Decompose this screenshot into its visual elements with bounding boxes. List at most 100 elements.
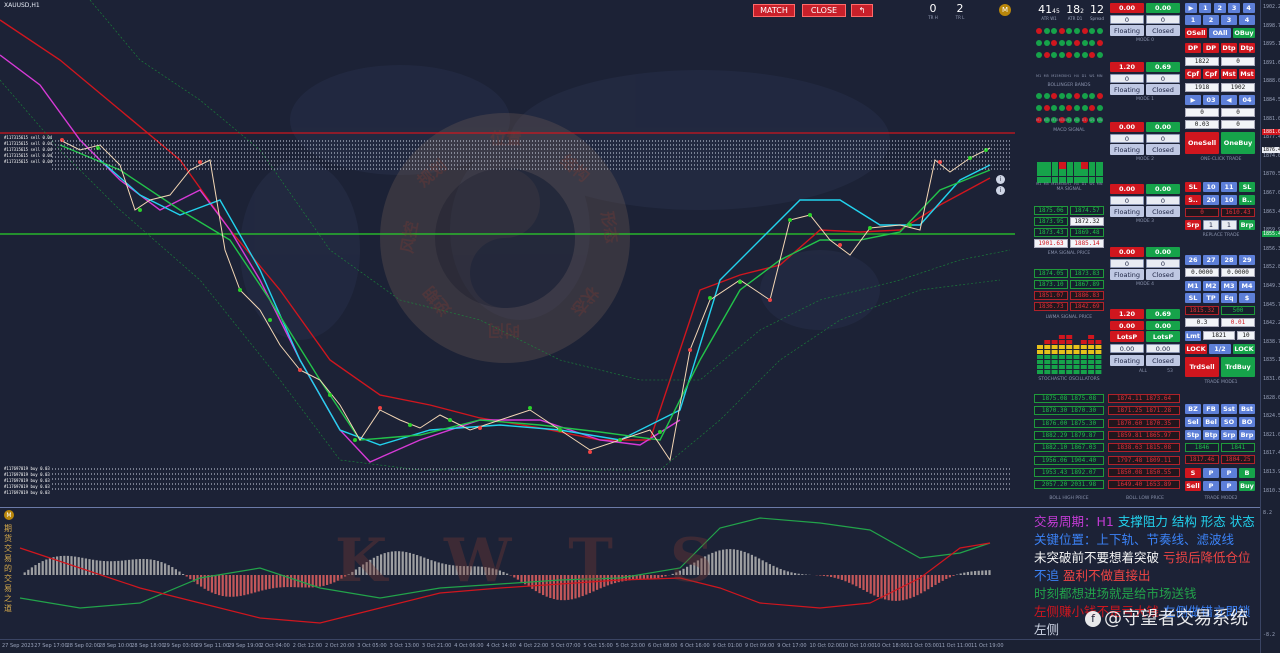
trade-sell-button[interactable]: TrdSell [1185,357,1219,377]
value-field[interactable]: 500 [1221,306,1255,315]
cpf-button[interactable]: Cpf [1203,69,1219,79]
value-field[interactable]: 0.3 [1185,318,1219,327]
slot-button[interactable]: 29 [1239,255,1255,265]
lot-field[interactable]: 0.03 [1185,120,1219,129]
sl-button[interactable]: SL [1239,182,1255,192]
pending-button[interactable]: Stp [1185,430,1201,440]
slot-button[interactable]: 2 [1203,15,1219,25]
param-button[interactable]: SL [1185,293,1201,303]
sl-button[interactable]: SL [1185,182,1201,192]
pending-button[interactable]: FB [1203,404,1219,414]
slot-button[interactable]: 4 [1239,15,1255,25]
floating-button[interactable]: Floating [1110,355,1144,366]
cpf-button[interactable]: Mst [1221,69,1237,79]
replace-button[interactable]: 1 [1203,220,1219,230]
value-field[interactable]: 0.0000 [1185,268,1219,277]
value-field[interactable]: 1821 [1203,331,1235,340]
pending-button[interactable]: Btp [1203,430,1219,440]
param-button[interactable]: $ [1239,293,1255,303]
market-button[interactable]: P [1203,481,1219,491]
pending-button[interactable]: Bst [1239,404,1255,414]
order-all-button[interactable]: OSell [1185,28,1207,38]
pending-button[interactable]: Sst [1221,404,1237,414]
dp-button[interactable]: Dtp [1221,43,1237,53]
match-button[interactable]: MATCH [753,4,795,17]
step-button[interactable]: 03 [1203,95,1219,105]
cpf-button[interactable]: Mst [1239,69,1255,79]
pending-button[interactable]: Sel [1185,417,1201,427]
slot-button[interactable]: 27 [1203,255,1219,265]
slot-button[interactable]: 28 [1221,255,1237,265]
value-field[interactable]: 1610.43 [1221,208,1255,217]
m-button[interactable]: M3 [1221,281,1237,291]
market-button[interactable]: Sell [1185,481,1201,491]
step-button[interactable]: ▶ [1185,95,1201,105]
one-sell-button[interactable]: OneSell [1185,132,1219,154]
closed-button[interactable]: Closed [1146,355,1180,366]
lock-buy-button[interactable]: LOCK [1233,344,1255,354]
pending-button[interactable]: SO [1221,417,1237,427]
step-button[interactable]: 04 [1239,95,1255,105]
value-field[interactable]: 0.0000 [1221,268,1255,277]
m-button[interactable]: M1 [1185,281,1201,291]
p-button[interactable]: P [1203,468,1219,478]
replace-button[interactable]: Srp [1185,220,1201,230]
floating-button[interactable]: Floating [1110,269,1144,280]
value-field[interactable]: 1817.46 [1185,455,1219,464]
pending-button[interactable]: Srp [1221,430,1237,440]
p-button[interactable]: S [1185,468,1201,478]
value-field[interactable]: 0 [1185,108,1219,117]
nav-button[interactable]: 2 [1213,3,1226,13]
sl-button[interactable]: 11 [1221,182,1237,192]
slot-button[interactable]: 3 [1221,15,1237,25]
step-button[interactable]: S.. [1185,195,1201,205]
dp-button[interactable]: DP [1203,43,1219,53]
p-button[interactable]: B [1239,468,1255,478]
floating-button[interactable]: Floating [1110,144,1144,155]
replace-button[interactable]: Brp [1239,220,1255,230]
param-button[interactable]: Eq [1221,293,1237,303]
value-field[interactable]: 1815.32 [1185,306,1219,315]
step-button[interactable]: B.. [1239,195,1255,205]
dp-button[interactable]: DP [1185,43,1201,53]
value-field[interactable]: 1822 [1185,57,1219,66]
order-all-button[interactable]: OBuy [1233,28,1255,38]
one-buy-button[interactable]: OneBuy [1221,132,1255,154]
step-button[interactable]: ◀ [1221,95,1237,105]
m-button[interactable]: M4 [1239,281,1255,291]
nav-button[interactable]: 1 [1199,3,1212,13]
closed-button[interactable]: Closed [1146,206,1180,217]
value-field[interactable]: 1902 [1221,83,1255,92]
info-icon[interactable]: i [996,186,1005,195]
pending-button[interactable]: Brp [1239,430,1255,440]
market-button[interactable]: Buy [1239,481,1255,491]
half-button[interactable]: 1/2 [1209,344,1231,354]
pending-button[interactable]: Bel [1203,417,1219,427]
nav-button[interactable]: 4 [1242,3,1255,13]
dp-button[interactable]: Dtp [1239,43,1255,53]
slot-button[interactable]: 1 [1185,15,1201,25]
pending-button[interactable]: BZ [1185,404,1201,414]
value-field[interactable]: 0 [1185,208,1219,217]
step-button[interactable]: 10 [1221,195,1237,205]
close-button[interactable]: CLOSE [802,4,846,17]
value-field[interactable]: 0 [1221,108,1255,117]
value-field[interactable]: 1918 [1185,83,1219,92]
cpf-button[interactable]: Cpf [1185,69,1201,79]
pending-button[interactable]: BO [1239,417,1255,427]
nav-button[interactable]: 3 [1228,3,1241,13]
lotsp-sell-button[interactable]: LotsP [1110,331,1144,342]
price-chart-canvas[interactable] [0,0,1015,505]
main-chart[interactable]: XAUUSD,H1 MATCH CLOSE ↰ 0 TR H 2 TR L M 位置… [0,0,1260,505]
trade-buy-button[interactable]: TrdBuy [1221,357,1255,377]
value-field[interactable]: 10 [1237,331,1255,340]
closed-button[interactable]: Closed [1146,144,1180,155]
sl-button[interactable]: 10 [1203,182,1219,192]
market-button[interactable]: P [1221,481,1237,491]
step-button[interactable]: 20 [1203,195,1219,205]
floating-button[interactable]: Floating [1110,84,1144,95]
p-button[interactable]: P [1221,468,1237,478]
replace-button[interactable]: 1 [1221,220,1237,230]
indicator-chart[interactable]: M 期货交易的交易之道 K W T S 交易周期：H1 支撑阻力 结构 形态 状… [0,507,1260,639]
lock-sell-button[interactable]: LOCK [1185,344,1207,354]
